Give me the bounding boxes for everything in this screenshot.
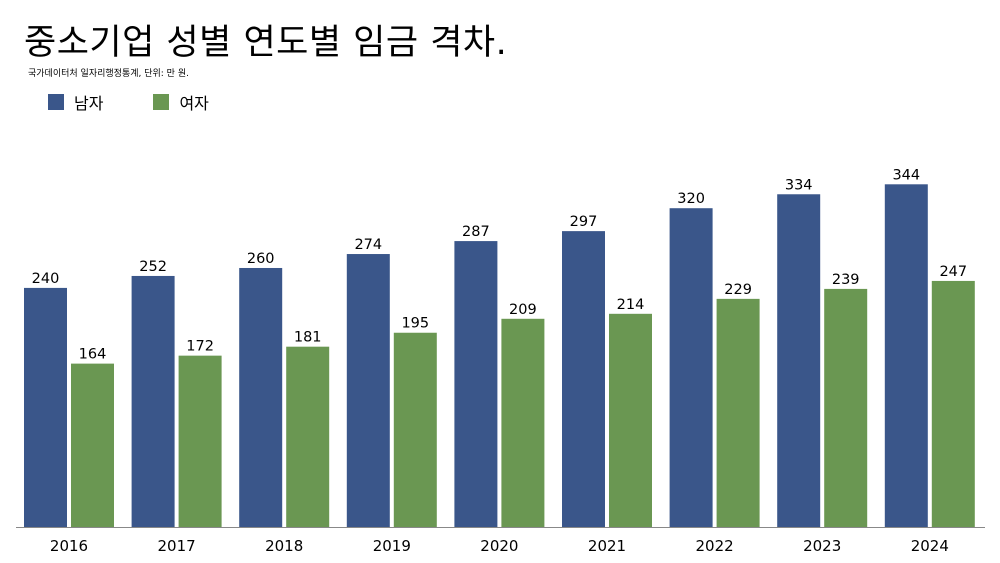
chart-title: 중소기업 성별 연도별 임금 격차.	[24, 23, 508, 63]
bar-female-2016	[71, 363, 114, 527]
x-tick-label-2021: 2021	[588, 537, 626, 555]
bar-male-2023	[777, 194, 821, 527]
data-label-male-2021: 297	[570, 214, 598, 230]
data-label-male-2017: 252	[139, 259, 167, 275]
data-label-female-2024: 247	[939, 264, 967, 280]
bar-female-2020	[501, 318, 545, 527]
bar-female-2017	[178, 355, 222, 527]
data-label-female-2018: 181	[294, 330, 322, 346]
chart-subtitle: 국가데이터처 일자리행정통계, 단위: 만 원.	[28, 69, 189, 79]
bar-male-2022	[669, 208, 713, 527]
bar-male-2024	[884, 184, 928, 527]
data-label-female-2023: 239	[832, 272, 860, 288]
legend-item-female: 여자	[153, 90, 209, 114]
bar-male-2018	[239, 267, 283, 527]
x-tick-label-2024: 2024	[911, 537, 949, 555]
x-tick-label-2018: 2018	[265, 537, 303, 555]
bar-male-2019	[346, 254, 390, 527]
data-label-female-2021: 214	[617, 297, 645, 313]
x-tick-label-2023: 2023	[803, 537, 841, 555]
x-tick-label-2019: 2019	[373, 537, 411, 555]
legend: 남자 여자	[48, 90, 209, 114]
x-tick-labels: 2016 2017 2018 2019 2020 2021 2022 2023 2024	[50, 537, 949, 555]
data-label-male-2016: 240	[32, 271, 60, 287]
data-label-male-2018: 260	[247, 251, 275, 267]
data-label-female-2019: 195	[401, 316, 429, 332]
bar-male-2017	[131, 275, 175, 527]
x-tick-label-2016: 2016	[50, 537, 88, 555]
bar-female-2024	[931, 280, 975, 527]
data-label-female-2016: 164	[79, 347, 107, 363]
x-tick-label-2022: 2022	[696, 537, 734, 555]
bars-group: 240 164 252 172 260 181 274 195 287 209 297 214 320 2…	[24, 167, 975, 528]
legend-swatch-female	[153, 94, 170, 110]
bar-male-2021	[562, 231, 605, 528]
data-label-female-2017: 172	[186, 339, 214, 355]
data-label-male-2022: 320	[677, 191, 705, 207]
data-label-male-2024: 344	[892, 167, 920, 183]
bar-female-2023	[824, 288, 868, 527]
x-tick-label-2017: 2017	[158, 537, 196, 555]
legend-label-female: 여자	[179, 94, 209, 113]
data-label-male-2023: 334	[785, 177, 813, 193]
legend-item-male: 남자	[48, 90, 103, 114]
legend-swatch-male	[48, 94, 64, 110]
data-label-female-2022: 229	[724, 282, 752, 298]
x-tick-label-2020: 2020	[480, 537, 518, 555]
data-label-male-2019: 274	[354, 237, 382, 253]
bar-female-2022	[716, 298, 760, 527]
bar-female-2018	[286, 346, 330, 527]
bar-male-2020	[454, 241, 498, 527]
data-label-male-2020: 287	[462, 224, 490, 240]
bar-female-2019	[393, 332, 437, 527]
data-label-female-2020: 209	[509, 302, 537, 318]
legend-label-male: 남자	[74, 94, 104, 113]
bar-female-2021	[609, 313, 652, 527]
bar-male-2016	[24, 287, 67, 527]
